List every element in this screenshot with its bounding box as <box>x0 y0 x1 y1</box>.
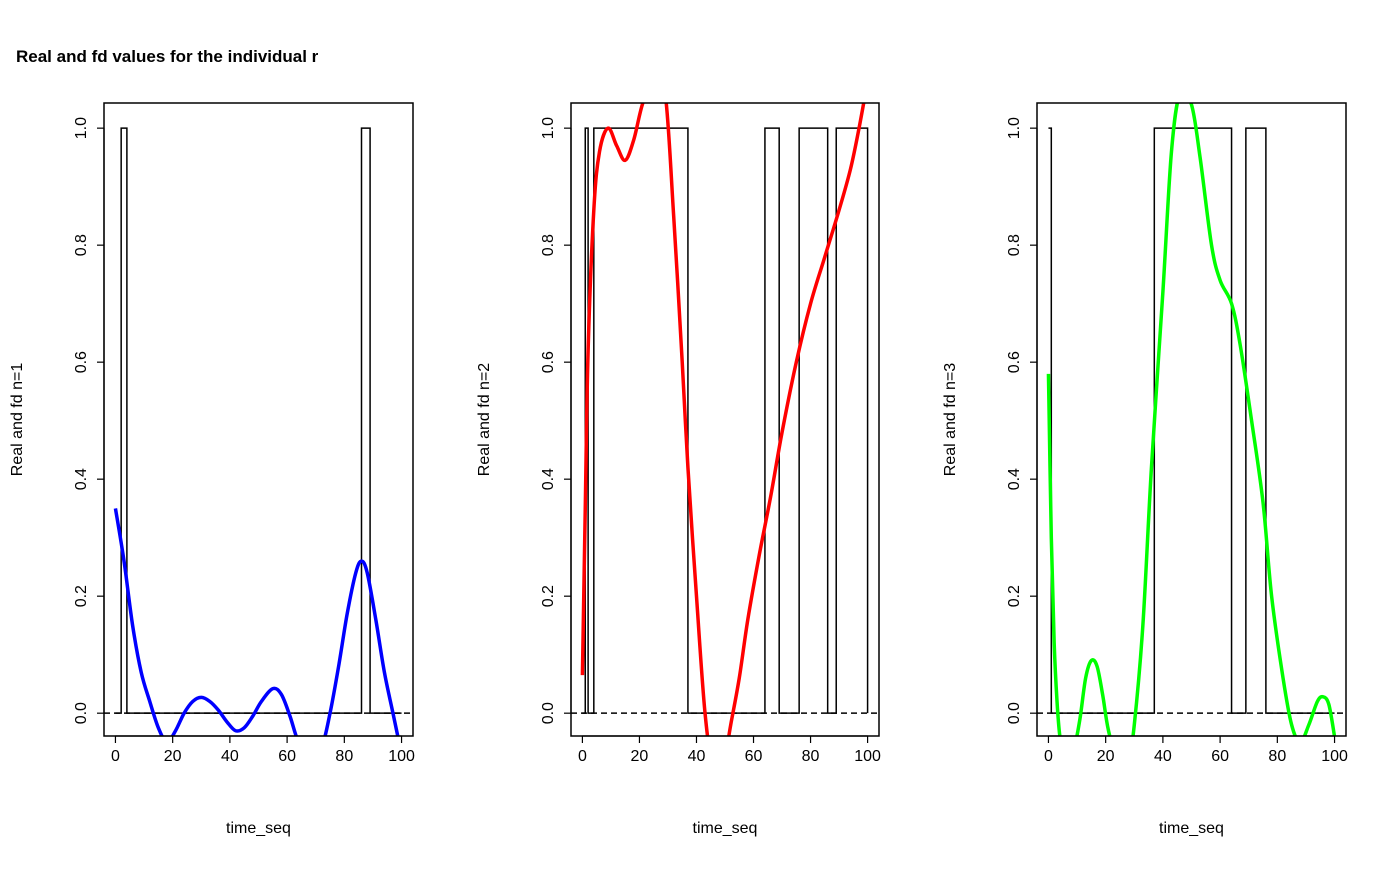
x-tick-label: 80 <box>802 748 820 765</box>
x-tick-label: 100 <box>388 748 415 765</box>
y-tick-label: 0.0 <box>540 702 557 724</box>
x-tick-label: 40 <box>221 748 239 765</box>
y-tick-label: 0.2 <box>1006 585 1023 607</box>
y-axis-label: Real and fd n=3 <box>942 363 959 477</box>
y-tick-label: 0.6 <box>1006 351 1023 373</box>
y-tick-label: 0.2 <box>73 585 90 607</box>
x-tick-label: 20 <box>1097 748 1115 765</box>
x-tick-label: 80 <box>1268 748 1286 765</box>
x-tick-label: 0 <box>1044 748 1053 765</box>
panel-1: 0 20 40 60 80 100 0.0 0.2 0.4 0.6 0.8 1.0 time_seq Re… <box>9 102 415 837</box>
plot-frame <box>1036 102 1347 737</box>
x-axis-label: time_seq <box>693 820 758 837</box>
x-tick-label: 20 <box>631 748 649 765</box>
x-tick-label: 0 <box>578 748 587 765</box>
x-axis-label: time_seq <box>1159 820 1224 837</box>
x-tick-label: 100 <box>854 748 881 765</box>
panel-2: 0 20 40 60 80 100 0.0 0.2 0.4 0.6 0.8 1.0 time_seq Re… <box>476 102 881 837</box>
y-tick-label: 0.8 <box>540 234 557 256</box>
y-tick-label: 1.0 <box>73 117 90 139</box>
y-tick-label: 0.4 <box>1006 468 1023 490</box>
x-tick-label: 60 <box>278 748 296 765</box>
chart-title: Real and fd values for the individual r <box>16 47 319 66</box>
y-tick-label: 0.4 <box>540 468 557 490</box>
x-tick-label: 20 <box>164 748 182 765</box>
y-tick-label: 1.0 <box>540 117 557 139</box>
fd-curve <box>580 103 866 736</box>
x-tick-label: 40 <box>1154 748 1172 765</box>
y-tick-label: 0.0 <box>1006 702 1023 724</box>
y-axis-label: Real and fd n=2 <box>476 363 493 477</box>
y-tick-label: 0.6 <box>540 351 557 373</box>
panel-3: 0 20 40 60 80 100 0.0 0.2 0.4 0.6 0.8 1.0 time_seq Re… <box>942 102 1348 837</box>
x-tick-label: 60 <box>745 748 763 765</box>
y-tick-label: 0.8 <box>1006 234 1023 256</box>
real-step-line <box>115 127 402 714</box>
y-tick-label: 0.6 <box>73 351 90 373</box>
real-step-line <box>582 127 869 714</box>
y-tick-label: 0.2 <box>540 585 557 607</box>
y-tick-label: 1.0 <box>1006 117 1023 139</box>
y-tick-label: 0.4 <box>73 468 90 490</box>
x-axis-label: time_seq <box>226 820 291 837</box>
y-tick-label: 0.8 <box>73 234 90 256</box>
x-tick-label: 100 <box>1321 748 1348 765</box>
x-tick-label: 0 <box>111 748 120 765</box>
real-step-line <box>1048 127 1335 714</box>
y-tick-label: 0.0 <box>73 702 90 724</box>
plot-frame <box>103 102 414 737</box>
fd-curve <box>113 508 400 736</box>
x-tick-label: 40 <box>688 748 706 765</box>
y-axis-label: Real and fd n=1 <box>9 363 26 477</box>
fd-curve <box>1046 103 1337 736</box>
x-tick-label: 60 <box>1211 748 1229 765</box>
x-tick-label: 80 <box>335 748 353 765</box>
plot-frame <box>570 102 880 737</box>
